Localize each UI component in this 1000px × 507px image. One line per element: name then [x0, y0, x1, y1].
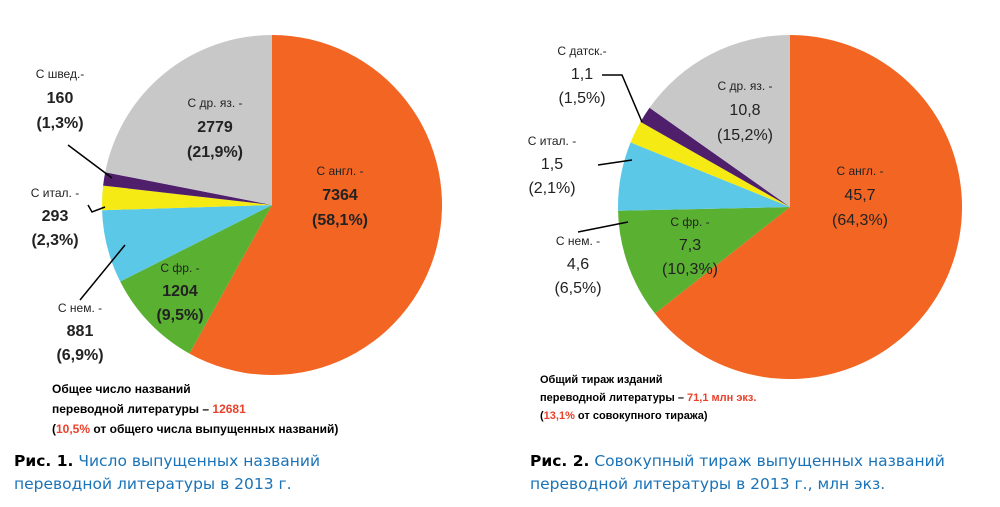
slice-percent: (15,2%): [717, 127, 773, 144]
slice-value: 7,3: [679, 237, 701, 254]
note-text: переводной литературы –: [52, 402, 212, 416]
note-line: (10,5% от общего числа выпущенных назван…: [52, 422, 338, 436]
note-text: от совокупного тиража): [575, 410, 708, 422]
slice-value: 2779: [197, 119, 233, 136]
slice-percent: (9,5%): [156, 307, 203, 324]
slice-category: С нем. -: [58, 301, 102, 315]
slice-percent: (1,3%): [36, 115, 83, 132]
slice-value: 1204: [162, 283, 198, 300]
pie-slice: [103, 172, 272, 205]
note-line: Общее число названий: [52, 382, 191, 396]
slice-category: С швед.-: [36, 67, 85, 81]
slice-category: С др. яз. -: [717, 79, 772, 93]
slice-value: 881: [67, 323, 94, 340]
leader-line: [87, 204, 106, 213]
leader-line: [79, 244, 126, 301]
slice-category: С итал. -: [31, 186, 79, 200]
pie-slice: [102, 205, 272, 282]
slice-percent: (58,1%): [312, 212, 368, 229]
slice-value: 4,6: [567, 256, 589, 273]
slice-value: 293: [42, 208, 69, 225]
pie-slice: [120, 205, 273, 354]
note-text: 71,1 млн экз.: [687, 392, 756, 404]
slice-category: С фр. -: [160, 261, 199, 275]
slice-percent: (64,3%): [832, 212, 888, 229]
note-text: 10,5%: [56, 422, 90, 436]
slice-percent: (6,5%): [554, 280, 601, 297]
slice-value: 160: [47, 90, 74, 107]
note-line: Общий тираж изданий: [540, 374, 663, 386]
note-text: (: [540, 410, 544, 422]
slice-value: 45,7: [844, 187, 875, 204]
slice-percent: (2,3%): [31, 232, 78, 249]
leader-line: [67, 144, 113, 179]
slice-value: 7364: [322, 187, 358, 204]
slice-percent: (10,3%): [662, 261, 718, 278]
pie-slice: [649, 35, 790, 207]
pie-slice: [189, 35, 443, 375]
caption-2: Рис. 2. Совокупный тираж выпущенных назв…: [530, 450, 1000, 496]
note-text: переводной литературы –: [540, 392, 687, 404]
note-text: от общего числа выпущенных названий): [90, 422, 338, 436]
note-line: (13,1% от совокупного тиража): [540, 410, 708, 422]
pie-slice: [105, 35, 272, 205]
slice-value: 1,5: [541, 156, 563, 173]
note-text: 12681: [212, 402, 246, 416]
pie-slice: [640, 107, 790, 207]
note-text: Общее число названий: [52, 382, 191, 396]
slice-category: С англ. -: [836, 164, 883, 178]
slice-category: С датск.-: [557, 44, 606, 58]
slice-value: 10,8: [729, 102, 760, 119]
note-line: переводной литературы – 12681: [52, 402, 246, 416]
caption-label: Рис. 1.: [14, 452, 74, 470]
slice-category: С нем. -: [556, 234, 600, 248]
slice-category: С англ. -: [316, 164, 363, 178]
slice-percent: (2,1%): [528, 180, 575, 197]
note-text: Общий тираж изданий: [540, 374, 663, 386]
pie-slice: [618, 207, 790, 314]
leader-line: [602, 74, 643, 123]
note-text: 13,1%: [544, 410, 575, 422]
note-line: переводной литературы – 71,1 млн экз.: [540, 392, 756, 404]
pie-slice: [630, 121, 790, 207]
slice-category: С фр. -: [670, 215, 709, 229]
slice-value: 1,1: [571, 66, 593, 83]
caption-label: Рис. 2.: [530, 452, 590, 470]
caption-text: Совокупный тираж выпущенных названий пер…: [530, 452, 945, 493]
leader-line: [597, 159, 633, 166]
pie-slice: [618, 142, 790, 211]
slice-percent: (1,5%): [558, 90, 605, 107]
caption-1: Рис. 1. Число выпущенных названий перево…: [14, 450, 364, 496]
slice-category: С др. яз. -: [187, 96, 242, 110]
caption-text: Число выпущенных названий переводной лит…: [14, 452, 321, 493]
slice-category: С итал. -: [528, 134, 576, 148]
note-text: (: [52, 422, 56, 436]
leader-line: [577, 221, 629, 233]
pie-slice: [102, 185, 272, 211]
charts: С англ. - 7364 (58,1%) С фр. - 1204 (9,5%) С н…: [31, 35, 962, 436]
pie-slice: [654, 35, 962, 379]
slice-percent: (6,9%): [56, 347, 103, 364]
slice-percent: (21,9%): [187, 144, 243, 161]
